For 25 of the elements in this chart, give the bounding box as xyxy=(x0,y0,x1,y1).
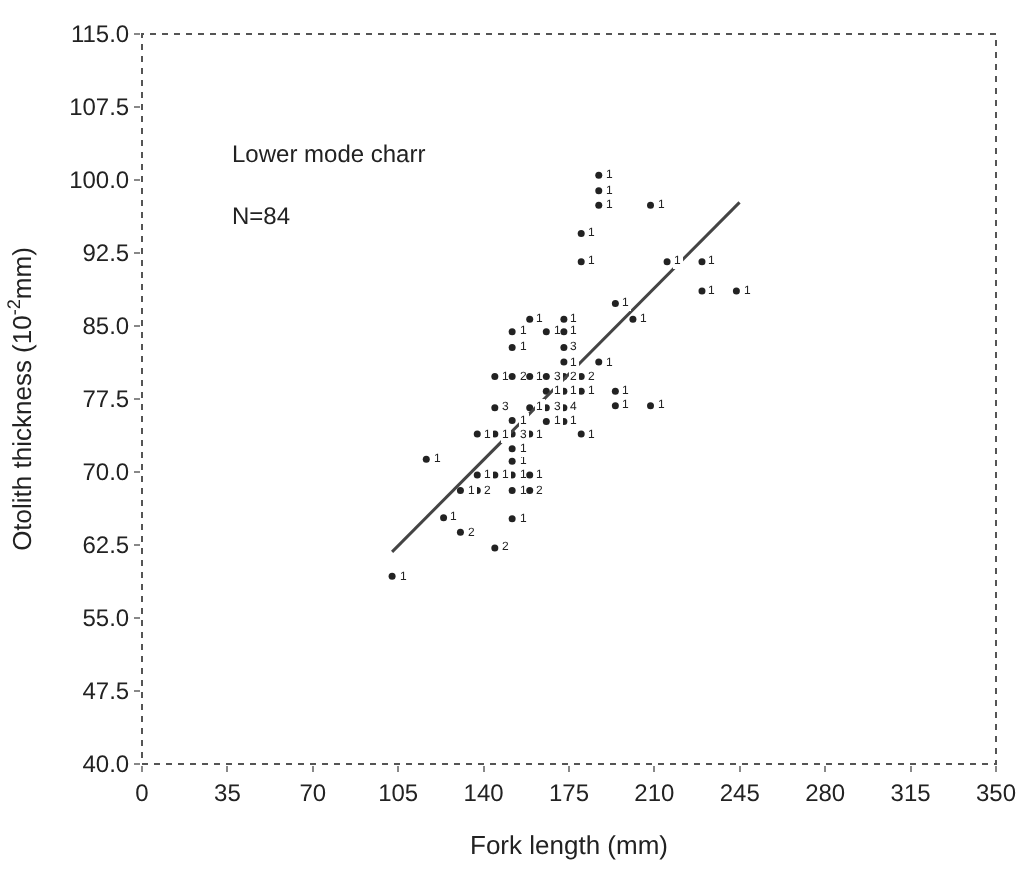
y-tick-label: 85.0 xyxy=(82,312,130,341)
y-tick-label: 40.0 xyxy=(82,750,130,779)
y-tick-label: 47.5 xyxy=(82,677,130,706)
x-tick-label: 105 xyxy=(378,778,419,807)
x-tick-label: 0 xyxy=(135,778,150,807)
x-axis-title: Fork length (mm) xyxy=(470,830,668,860)
annotation: Lower mode charr xyxy=(232,140,426,168)
x-tick-label: 315 xyxy=(890,778,932,807)
x-tick-label: 35 xyxy=(214,778,242,807)
x-tick-label: 245 xyxy=(719,778,761,807)
x-tick-label: 175 xyxy=(548,778,590,807)
x-tick-label: 140 xyxy=(463,778,505,807)
x-tick-label: 280 xyxy=(805,778,846,807)
y-tick-label: 115.0 xyxy=(70,20,130,49)
y-tick-label: 92.5 xyxy=(82,239,130,268)
x-tick-label: 350 xyxy=(975,778,1017,807)
y-tick-label: 100.0 xyxy=(69,166,130,195)
y-tick-label: 70.0 xyxy=(82,458,130,487)
y-tick-label: 107.5 xyxy=(69,93,130,122)
y-tick-label: 55.0 xyxy=(82,604,130,633)
y-tick-label: 77.5 xyxy=(82,385,130,414)
x-tick-label: 70 xyxy=(299,778,327,807)
x-tick-label: 210 xyxy=(634,778,676,807)
annotation: N=84 xyxy=(232,202,291,230)
y-tick-label: 62.5 xyxy=(82,531,130,560)
